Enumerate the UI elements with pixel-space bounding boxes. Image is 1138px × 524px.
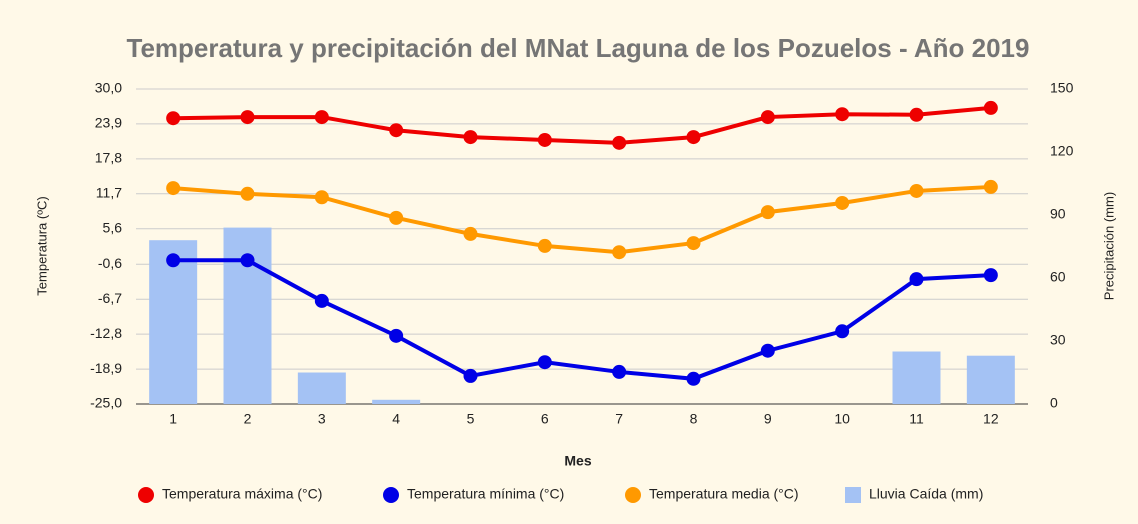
x-tick-label: 12 <box>983 411 999 427</box>
point <box>909 272 924 287</box>
point <box>983 268 998 283</box>
x-tick-label: 10 <box>834 411 850 427</box>
legend-label: Temperatura máxima (°C) <box>162 486 322 502</box>
y2-axis-label: Precipitación (mm) <box>1101 192 1116 300</box>
legend-label: Lluvia Caída (mm) <box>869 486 983 502</box>
x-tick-label: 8 <box>690 411 698 427</box>
point <box>835 324 850 339</box>
legend-swatch <box>138 487 154 503</box>
y-axis-label: Temperatura (ºC) <box>34 196 49 295</box>
legend-label: Temperatura media (°C) <box>649 486 799 502</box>
line <box>173 258 991 381</box>
y-tick-label: 30,0 <box>95 80 122 96</box>
y-tick-label: -0,6 <box>98 255 122 271</box>
line <box>173 105 992 145</box>
x-tick-label: 9 <box>764 411 772 427</box>
legend-label: Temperatura mínima (°C) <box>407 486 564 502</box>
point <box>240 186 255 201</box>
point <box>835 107 850 122</box>
point <box>389 328 404 343</box>
x-tick-label: 7 <box>615 411 623 427</box>
point <box>537 355 552 370</box>
y2-tick-label: 90 <box>1050 206 1066 222</box>
y2-tick-label: 60 <box>1050 269 1066 285</box>
x-tick-label: 11 <box>909 411 924 427</box>
y-tick-label: -18,9 <box>90 360 122 376</box>
bar <box>149 240 198 404</box>
point <box>909 183 924 198</box>
point <box>612 135 627 150</box>
x-tick-label: 3 <box>318 411 326 427</box>
point <box>240 253 255 268</box>
y-tick-label: -6,7 <box>98 290 122 306</box>
y2-tick-label: 0 <box>1050 395 1058 411</box>
point <box>760 205 775 220</box>
y-tick-label: 17,8 <box>95 150 122 166</box>
y2-tick-label: 30 <box>1050 332 1066 348</box>
point <box>463 226 478 241</box>
point <box>760 343 775 358</box>
bar <box>297 372 346 404</box>
point <box>686 130 701 145</box>
point <box>166 111 181 126</box>
line <box>173 184 991 255</box>
y-tick-label: 11,7 <box>96 185 122 201</box>
point <box>240 110 255 125</box>
bar <box>966 355 1015 404</box>
point <box>983 100 998 115</box>
bar <box>372 399 421 404</box>
point <box>314 110 329 125</box>
legend-swatch <box>845 487 861 503</box>
y-tick-label: -12,8 <box>90 325 122 341</box>
point <box>686 236 701 251</box>
legend-swatch <box>383 487 399 503</box>
point <box>314 293 329 308</box>
x-tick-label: 1 <box>169 411 177 427</box>
point <box>389 123 404 138</box>
y-tick-label: 5,6 <box>103 219 123 235</box>
x-tick-label: 2 <box>244 411 252 427</box>
point <box>612 245 627 260</box>
point <box>389 210 404 225</box>
point <box>166 181 181 196</box>
chart-title: Temperatura y precipitación del MNat Lag… <box>127 33 1030 63</box>
point <box>760 110 775 125</box>
point <box>463 130 478 145</box>
bar <box>892 351 941 404</box>
point <box>983 179 998 194</box>
point <box>166 253 181 268</box>
y2-tick-label: 120 <box>1050 143 1074 159</box>
point <box>835 195 850 210</box>
point <box>314 190 329 205</box>
point <box>463 368 478 383</box>
x-tick-label: 5 <box>467 411 475 427</box>
y-tick-label: 23,9 <box>95 115 122 131</box>
point <box>537 132 552 147</box>
legend-swatch <box>625 487 641 503</box>
x-tick-label: 4 <box>392 411 400 427</box>
point <box>686 371 701 386</box>
x-tick-label: 6 <box>541 411 549 427</box>
point <box>909 107 924 122</box>
point <box>612 364 627 379</box>
point <box>537 238 552 253</box>
x-axis-label: Mes <box>564 453 591 469</box>
y-tick-label: -25,0 <box>90 395 122 411</box>
y2-tick-label: 150 <box>1050 80 1074 96</box>
